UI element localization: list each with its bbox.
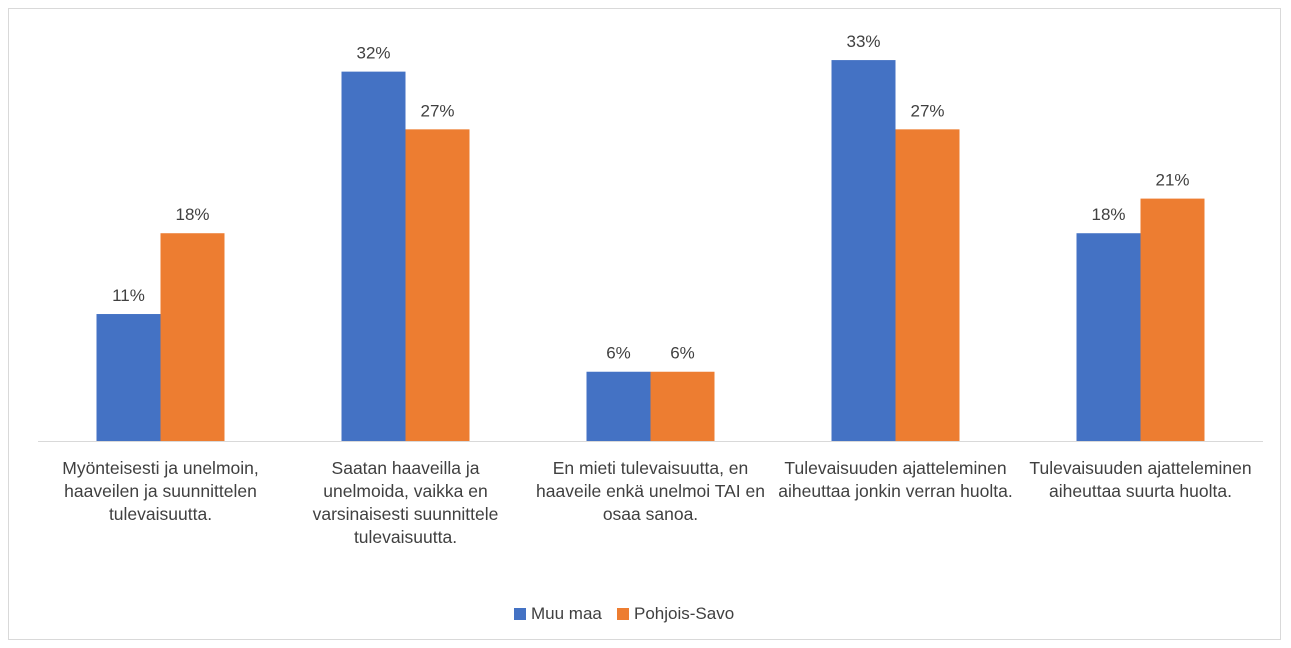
x-tick-label: En mieti tulevaisuutta, en haaveile enkä… [536,458,765,524]
data-label: 21% [1155,171,1189,190]
data-label: 11% [112,286,145,305]
data-label: 6% [670,344,695,363]
legend-item: Muu maa [514,604,602,624]
data-label: 27% [420,101,454,120]
bar [895,129,960,442]
bar [405,129,470,442]
x-tick-label: Saatan haaveilla ja unelmoida, vaikka en… [312,458,499,547]
data-label: 33% [846,32,880,51]
data-label: 27% [910,101,944,120]
x-tick-label: Tulevaisuuden ajatteleminen aiheuttaa jo… [778,458,1013,501]
bar [650,371,715,441]
data-label: 18% [1091,205,1125,224]
bar [586,371,651,441]
bar [1076,233,1141,441]
bar [160,233,225,441]
legend-swatch [617,608,629,620]
legend-swatch [514,608,526,620]
legend-label: Pohjois-Savo [634,604,735,623]
data-label: 32% [356,44,390,63]
data-label: 6% [606,344,631,363]
x-tick-label: Myönteisesti ja unelmoin, haaveilen ja s… [62,458,259,524]
data-label: 18% [175,205,209,224]
x-tick-label: Tulevaisuuden ajatteleminen aiheuttaa su… [1029,458,1252,501]
legend-item: Pohjois-Savo [617,604,734,624]
legend-label: Muu maa [531,604,602,623]
bar [1140,198,1205,441]
bar [96,314,161,441]
bar [831,60,896,441]
bar [341,71,406,441]
